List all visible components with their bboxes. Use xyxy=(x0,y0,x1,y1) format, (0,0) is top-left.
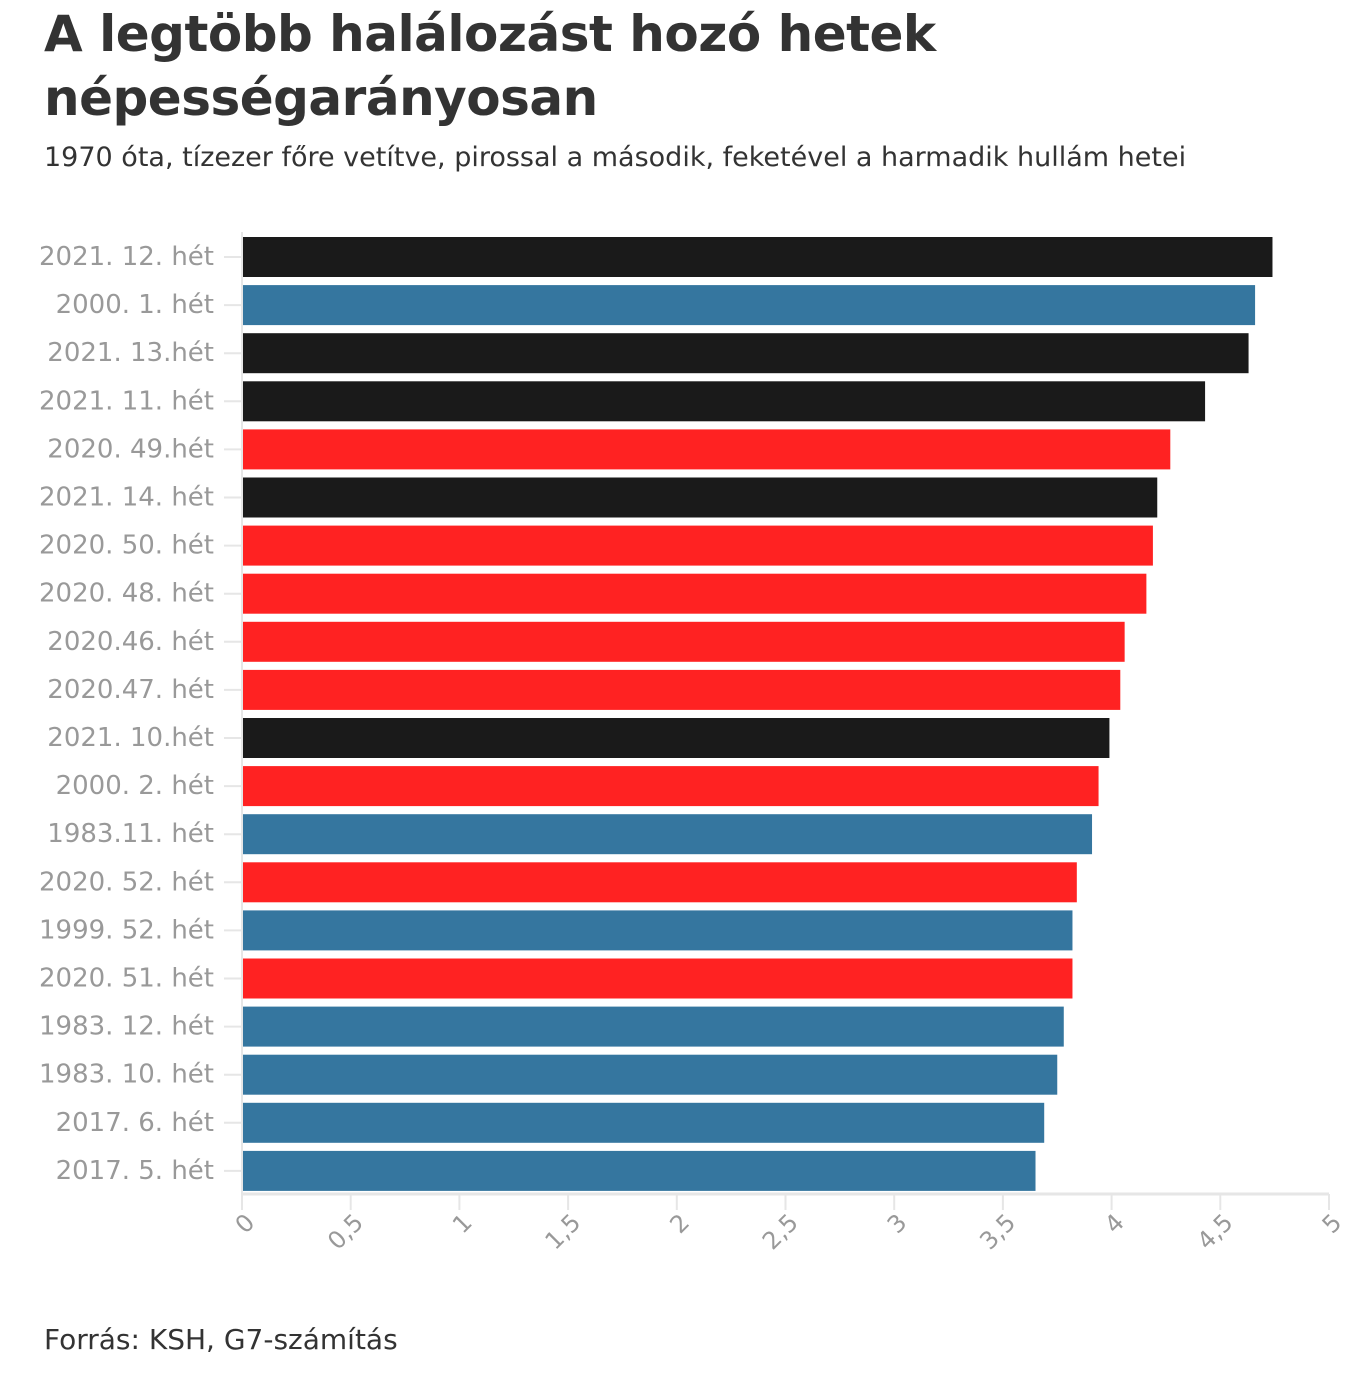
bar xyxy=(242,237,1273,277)
x-tick-label: 4 xyxy=(1099,1208,1130,1239)
x-tick-label: 4,5 xyxy=(1192,1208,1239,1255)
bar xyxy=(242,285,1256,326)
bar xyxy=(242,621,1125,662)
x-axis: 0 0,5 1 1,5 2 2,5 3 3,5 4 4,5 5 xyxy=(230,1192,1348,1255)
bar xyxy=(242,958,1073,999)
source-note: Forrás: KSH, G7-számítás xyxy=(44,1323,398,1356)
x-tick-label: 2,5 xyxy=(757,1208,804,1255)
category-label: 2020.47. hét xyxy=(47,675,214,705)
bar xyxy=(242,766,1099,807)
x-tick-label: 1 xyxy=(447,1208,478,1239)
category-label: 2021. 11. hét xyxy=(39,386,214,416)
category-label: 2020. 52. hét xyxy=(39,867,214,897)
chart-subtitle: 1970 óta, tízezer főre vetítve, pirossal… xyxy=(44,142,1187,173)
x-tick-label: 3,5 xyxy=(974,1208,1021,1255)
x-tick-label: 0 xyxy=(230,1208,261,1239)
x-tick-label: 0,5 xyxy=(322,1208,369,1255)
y-ticks-group xyxy=(224,232,243,1195)
bar xyxy=(242,1102,1045,1143)
category-label: 2021. 13.hét xyxy=(47,338,214,368)
bar xyxy=(242,1054,1058,1095)
category-label: 2020.46. hét xyxy=(47,627,214,657)
category-label: 2020. 50. hét xyxy=(39,531,214,561)
bar xyxy=(242,525,1153,566)
x-tick-label: 1,5 xyxy=(540,1208,587,1255)
bar xyxy=(242,429,1171,470)
category-label: 2017. 5. hét xyxy=(56,1156,214,1186)
category-label: 2000. 2. hét xyxy=(56,771,214,801)
category-label: 1983. 10. hét xyxy=(39,1060,214,1090)
bar xyxy=(242,1150,1036,1191)
category-label: 2017. 6. hét xyxy=(56,1108,214,1138)
category-label: 2021. 14. hét xyxy=(39,483,214,513)
x-tick-label: 5 xyxy=(1317,1208,1348,1239)
category-labels-group: 2021. 12. hét 2000. 1. hét 2021. 13.hét 202… xyxy=(39,242,214,1186)
bar xyxy=(242,1006,1064,1047)
x-tick-label: 2 xyxy=(664,1208,695,1239)
bar xyxy=(242,381,1206,422)
bar xyxy=(242,862,1077,903)
x-tick-label: 3 xyxy=(882,1208,913,1239)
category-label: 1999. 52. hét xyxy=(39,915,214,945)
category-label: 2020. 51. hét xyxy=(39,964,214,994)
category-label: 1983.11. hét xyxy=(47,819,214,849)
category-label: 2021. 12. hét xyxy=(39,242,214,272)
category-label: 1983. 12. hét xyxy=(39,1012,214,1042)
bar xyxy=(242,814,1093,855)
bar xyxy=(242,573,1147,614)
category-label: 2021. 10.hét xyxy=(47,723,214,753)
bar xyxy=(242,477,1158,518)
bars-group xyxy=(242,237,1273,1191)
category-label: 2020. 49.hét xyxy=(47,434,214,464)
category-label: 2020. 48. hét xyxy=(39,579,214,609)
chart-title: A legtöbb halálozást hozó hetek népesség… xyxy=(44,5,936,127)
bar xyxy=(242,333,1249,374)
category-label: 2000. 1. hét xyxy=(56,290,214,320)
bar xyxy=(242,910,1073,951)
bar xyxy=(242,718,1110,758)
bar xyxy=(242,669,1121,710)
